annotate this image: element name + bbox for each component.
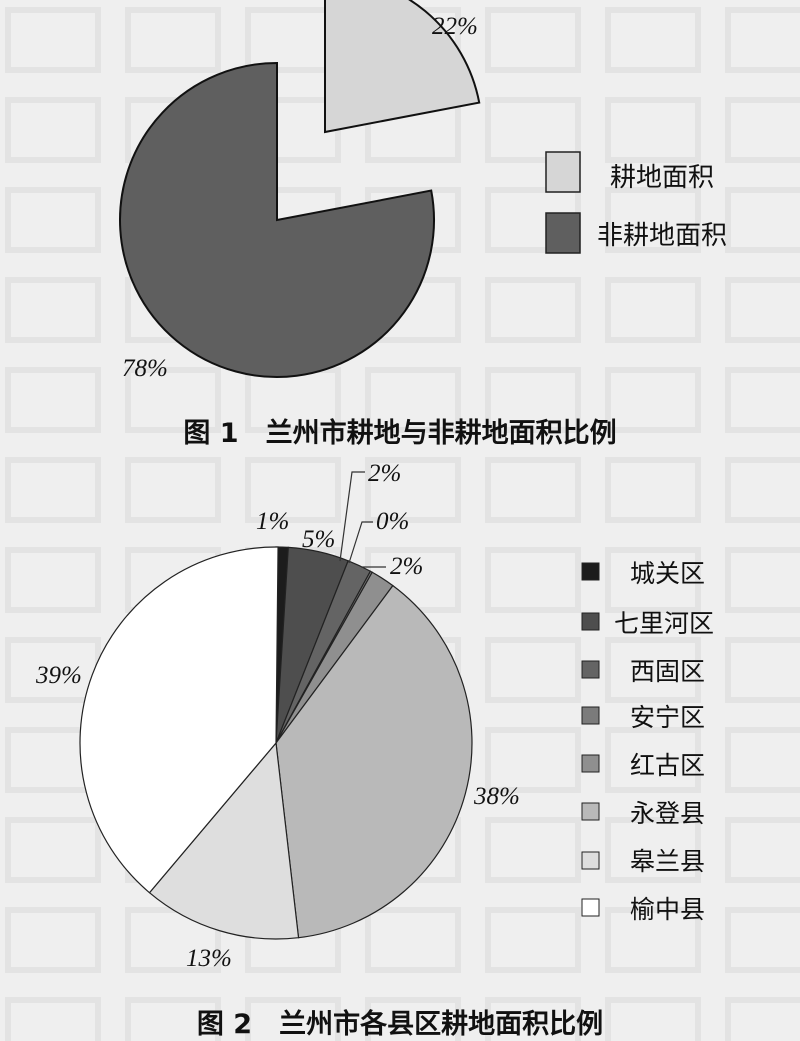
fig2-caption: 图 2 兰州市各县区耕地面积比例	[197, 1008, 603, 1040]
fig2-legend-label-gaolan: 皋兰县	[630, 847, 705, 876]
fig2-legend-label-chengguan: 城关区	[630, 559, 705, 588]
fig2-slice-yuzhong	[79, 546, 279, 894]
fig1-legend-swatch-cultivated	[545, 151, 581, 193]
fig1-legend: 耕地面积 非耕地面积	[545, 151, 727, 254]
fig2-legend-label-honggu: 红古区	[630, 751, 705, 780]
fig2-label-gaolan: 13%	[186, 945, 232, 972]
fig1-slice-noncultivated	[119, 61, 435, 378]
fig1-slice-cultivated	[324, 0, 481, 134]
fig1-legend-label-noncultivated: 非耕地面积	[597, 221, 727, 251]
fig2-legend-label-yuzhong: 榆中县	[630, 895, 705, 924]
fig2-leader-anning	[348, 521, 373, 564]
fig2-legend-label-qilihe: 七里河区	[614, 609, 714, 638]
fig2-label-yongdeng: 38%	[473, 783, 520, 810]
fig2-legend-swatch-yuzhong	[581, 898, 600, 917]
fig2-legend-label-anning: 安宁区	[630, 703, 705, 732]
fig2-label-qilihe: 5%	[302, 526, 335, 553]
fig2-slice-gaolan	[148, 741, 300, 940]
fig1-label-noncultivated: 78%	[122, 355, 168, 382]
fig2-leader-xigu	[339, 471, 365, 562]
fig2-leader-lines	[339, 471, 386, 568]
fig1-legend-swatch-noncultivated	[545, 212, 581, 254]
fig1-pie	[119, 0, 481, 378]
fig1-label-cultivated: 22%	[432, 13, 478, 40]
fig2-label-yuzhong: 39%	[35, 662, 82, 689]
fig2-label-anning: 0%	[376, 508, 409, 535]
fig2-legend-swatch-yongdeng	[581, 802, 600, 821]
fig2-legend: 城关区 七里河区 西固区 安宁区 红古区 永登县 皋兰县 榆中县	[581, 559, 714, 924]
fig2-legend-label-yongdeng: 永登县	[630, 799, 705, 828]
fig2-label-honggu: 2%	[390, 553, 423, 580]
fig2-legend-swatch-anning	[581, 706, 600, 725]
fig2-legend-swatch-chengguan	[581, 562, 600, 581]
fig2-legend-swatch-honggu	[581, 754, 600, 773]
fig2-legend-swatch-xigu	[581, 660, 600, 679]
fig1-legend-label-cultivated: 耕地面积	[610, 163, 714, 193]
fig2-label-xigu: 2%	[368, 460, 401, 487]
fig2-pie	[79, 546, 473, 940]
fig2-slice-yongdeng	[275, 584, 473, 939]
fig2-legend-swatch-gaolan	[581, 851, 600, 870]
fig2-legend-swatch-qilihe	[581, 612, 600, 631]
fig1-caption: 图 1 兰州市耕地与非耕地面积比例	[183, 417, 616, 449]
fig2-legend-label-xigu: 西固区	[630, 657, 705, 686]
fig2-label-chengguan: 1%	[256, 508, 289, 535]
